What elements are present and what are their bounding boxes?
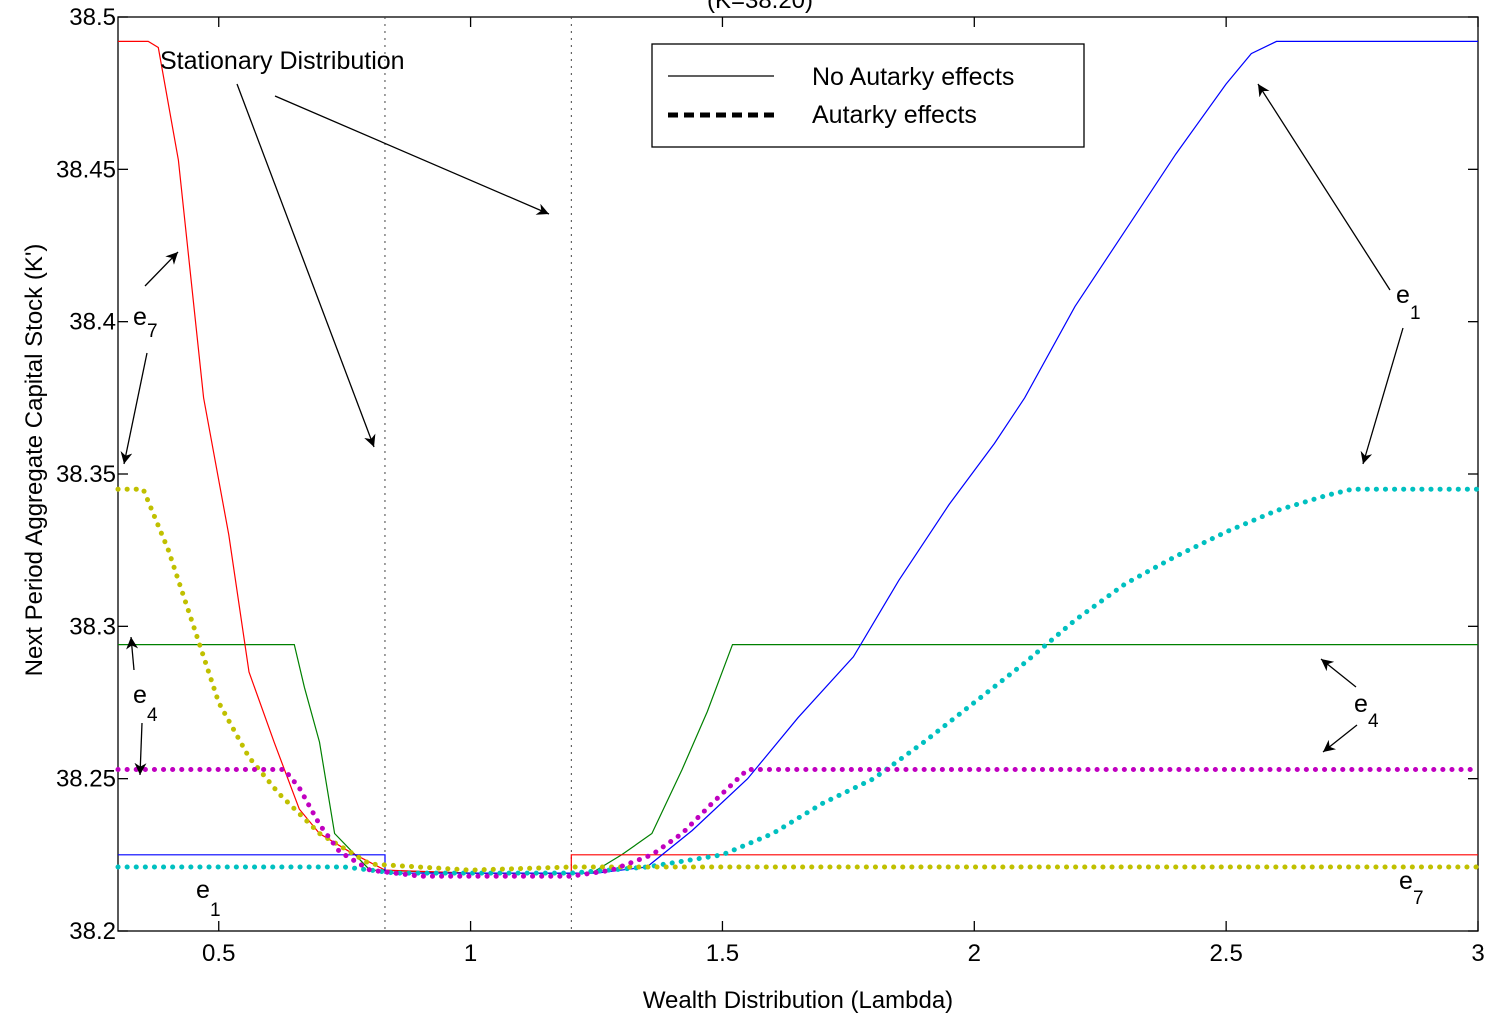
x-axis-label: Wealth Distribution (Lambda) [643, 987, 953, 1014]
y-tick-label: 38.45 [56, 156, 116, 183]
arrow-e7-lower [120, 352, 148, 465]
legend-label-no-autarky: No Autarky effects [812, 63, 1014, 91]
x-tick-label: 2.5 [1209, 940, 1242, 967]
series-e1-dotted [115, 486, 1481, 876]
x-tick-label: 0.5 [202, 940, 235, 967]
arrow-stationary-left [236, 83, 376, 448]
x-tick-label: 1.5 [706, 940, 739, 967]
y-tick-label: 38.4 [69, 309, 116, 336]
series-e7-dotted [115, 486, 1481, 873]
series-e1-solid [118, 40, 1478, 874]
svg-text:1: 1 [210, 900, 221, 921]
svg-text:4: 4 [1368, 711, 1379, 732]
svg-text:1: 1 [1410, 303, 1421, 324]
legend: No Autarky effects Autarky effects [651, 43, 1085, 148]
svg-text:e: e [1396, 281, 1410, 309]
arrow-e4-left-down [134, 722, 147, 776]
annotation-e4-right: e 4 [1354, 690, 1379, 732]
y-tick-label: 38.2 [69, 918, 116, 945]
svg-text:e: e [1354, 690, 1368, 718]
annotation-e1-right: e 1 [1396, 281, 1421, 324]
y-tick-label: 38.5 [69, 4, 116, 31]
annotation-e7-left: e 7 [133, 303, 158, 342]
svg-text:e: e [1399, 867, 1413, 895]
svg-text:e: e [196, 876, 210, 904]
arrow-e7-top [144, 251, 179, 287]
svg-text:7: 7 [147, 321, 158, 342]
svg-text:e: e [133, 681, 147, 709]
series-e7-solid [118, 40, 1478, 874]
svg-text:7: 7 [1413, 888, 1424, 909]
y-axis-label: Next Period Aggregate Capital Stock (K') [21, 244, 48, 677]
arrow-e1-right-up [1257, 83, 1391, 291]
svg-text:e: e [133, 303, 147, 331]
svg-text:4: 4 [147, 705, 158, 726]
plot-frame [117, 16, 1479, 932]
x-tick-label: 2 [968, 940, 981, 967]
arrow-e4-left [126, 636, 139, 671]
arrow-e1-right-down [1360, 327, 1404, 465]
y-tick-label: 38.35 [56, 461, 116, 488]
y-tick-label: 38.3 [69, 613, 116, 640]
legend-label-autarky: Autarky effects [812, 101, 977, 129]
stationary-distribution-label: Stationary Distribution [160, 47, 405, 75]
annotation-e1-left: e 1 [196, 876, 221, 921]
annotation-e7-right: e 7 [1399, 867, 1424, 909]
y-tick-label: 38.25 [56, 766, 116, 793]
arrow-e4-right-up [1320, 658, 1357, 688]
chart-title: (K=38.20) [707, 0, 813, 14]
arrow-e4-right-down [1322, 724, 1358, 753]
legend-box [651, 43, 1085, 148]
series-e4-solid [118, 644, 1478, 874]
arrow-stationary-right [274, 95, 550, 215]
annotation-e4-left: e 4 [133, 681, 158, 726]
x-tick-label: 1 [464, 940, 477, 967]
series-e4-dotted [115, 767, 1481, 879]
x-tick-label: 3 [1471, 940, 1484, 967]
